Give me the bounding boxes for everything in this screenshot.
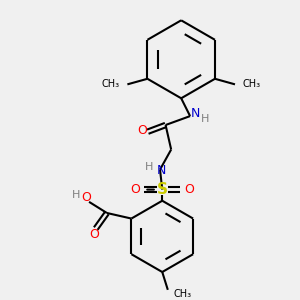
Text: N: N <box>156 164 166 177</box>
Text: O: O <box>184 183 194 196</box>
Text: O: O <box>90 228 100 241</box>
Text: CH₃: CH₃ <box>243 80 261 89</box>
Text: O: O <box>81 191 91 204</box>
Text: H: H <box>145 162 153 172</box>
Text: H: H <box>200 114 209 124</box>
Text: CH₃: CH₃ <box>101 80 120 89</box>
Text: H: H <box>71 190 80 200</box>
Text: N: N <box>191 107 200 120</box>
Text: CH₃: CH₃ <box>173 289 191 299</box>
Text: S: S <box>157 182 168 197</box>
Text: O: O <box>130 183 140 196</box>
Text: O: O <box>137 124 147 137</box>
